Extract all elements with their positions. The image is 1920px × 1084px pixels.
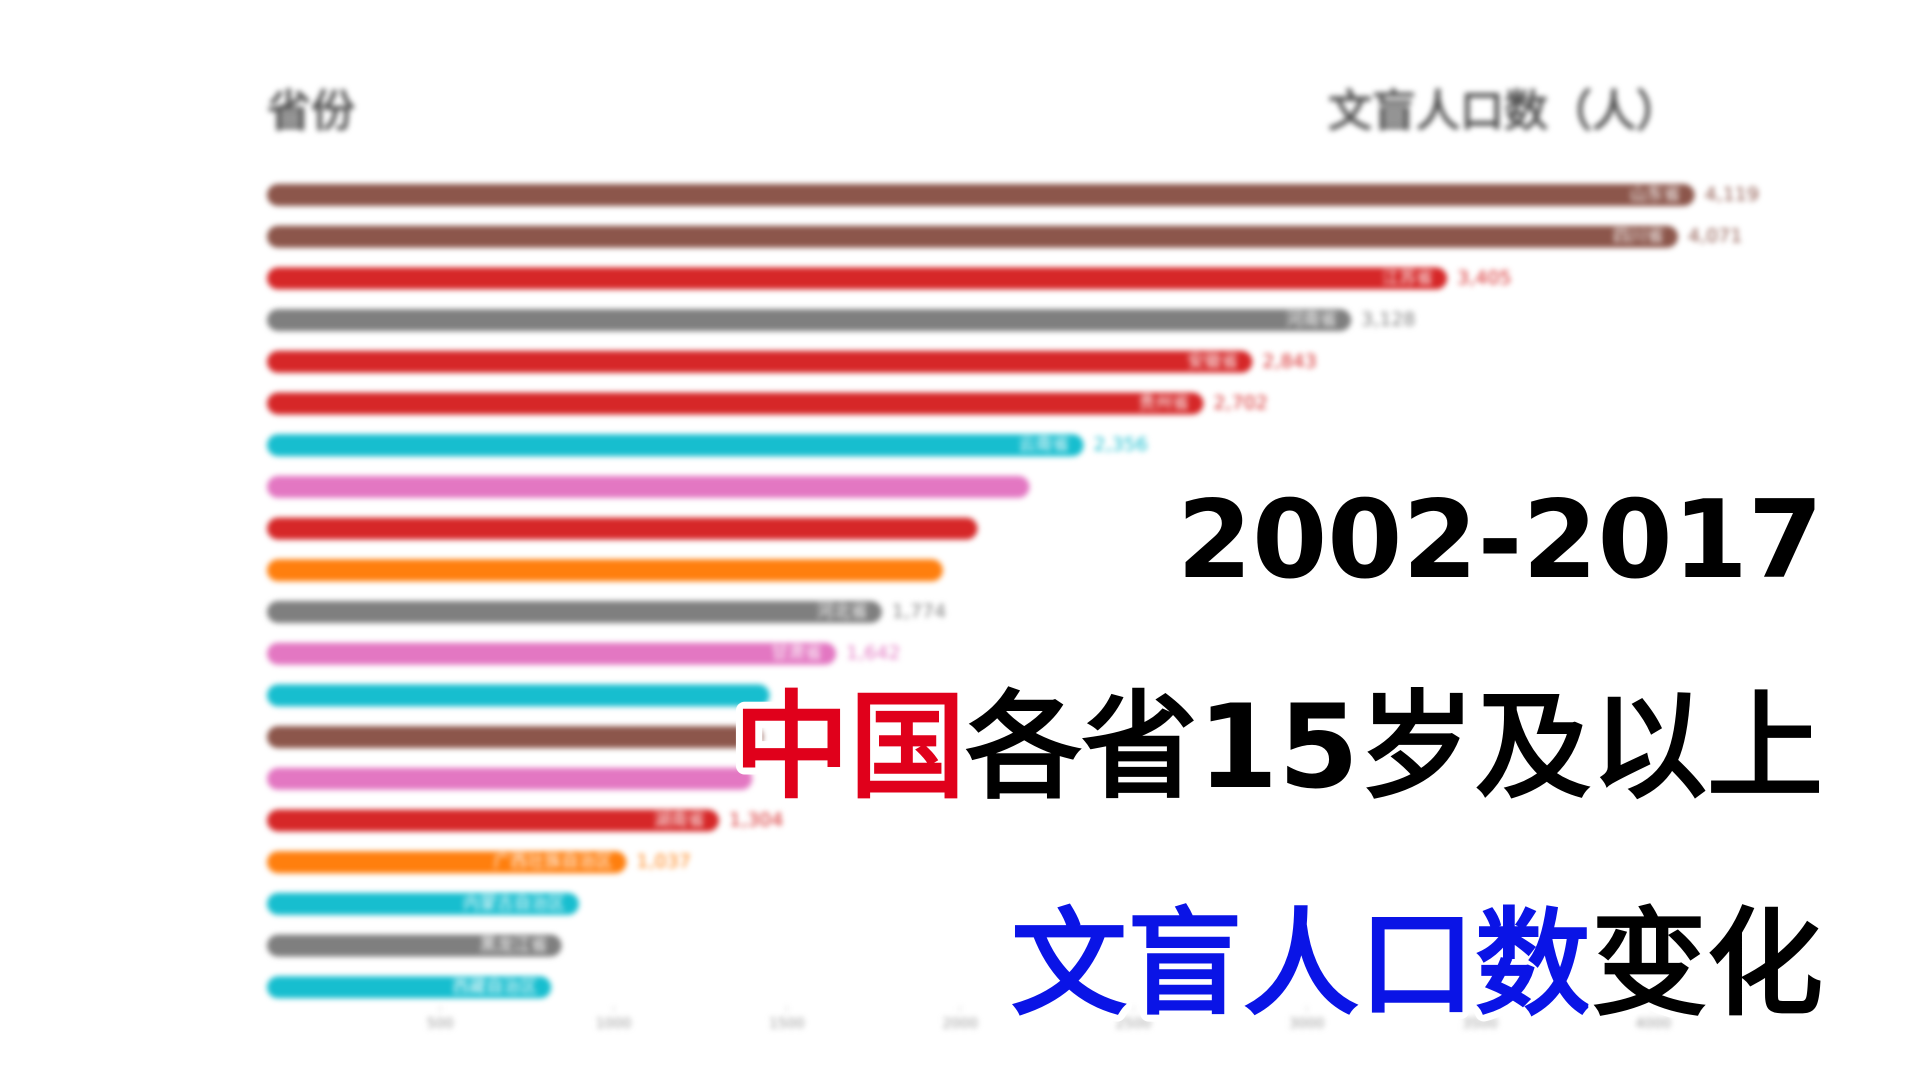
x-tick-label: 1000	[596, 1016, 632, 1032]
value-label: 1,304	[729, 809, 783, 831]
bar	[267, 392, 1204, 415]
bar	[267, 475, 1030, 498]
title-line: 2002-2017	[1177, 478, 1823, 603]
bar-category-label: 安徽省	[1187, 352, 1238, 372]
value-label: 2,702	[1213, 392, 1267, 414]
bar	[267, 267, 1448, 290]
bar	[267, 434, 1084, 457]
bar	[267, 684, 770, 707]
bar	[267, 726, 763, 749]
bar	[267, 809, 719, 832]
value-label: 1,774	[892, 601, 946, 623]
bar-category-label: 云南省	[1019, 435, 1070, 455]
value-label: 1,037	[636, 851, 690, 873]
bar	[267, 309, 1352, 332]
title-part: 2002-2017	[1177, 478, 1823, 603]
x-tick-label: 3000	[1289, 1016, 1325, 1032]
bar-category-label: 江苏省	[1382, 268, 1433, 288]
x-tick-label: 2500	[1116, 1016, 1152, 1032]
bar	[267, 851, 627, 874]
bar	[267, 892, 579, 915]
value-label: 3,405	[1457, 267, 1511, 289]
header-right: 文盲人口数（人）	[1328, 86, 1680, 137]
bar	[267, 934, 562, 957]
bar	[267, 976, 552, 999]
header-left: 省份	[267, 86, 355, 137]
bar-category-label: 湖南省	[654, 811, 705, 831]
title-part: 变化	[1591, 897, 1823, 1032]
bar-category-label: 贵州省	[1138, 394, 1189, 414]
x-tick-label: 4000	[1636, 1016, 1672, 1032]
title-part: 中国	[734, 680, 966, 815]
bar-category-label: 甘肃省	[771, 644, 822, 664]
bar-category-label: 西藏自治区	[452, 977, 537, 997]
bar-category-label: 河南省	[1286, 310, 1337, 330]
bar	[267, 767, 753, 790]
title-line: 文盲人口数变化	[1011, 897, 1823, 1032]
bar-category-label: 黑龙江省	[480, 936, 548, 956]
title-line: 中国各省15岁及以上	[734, 680, 1823, 815]
bar-category-label: 广西壮族自治区	[493, 852, 612, 872]
bar	[267, 225, 1678, 248]
value-label: 2,843	[1262, 350, 1316, 372]
value-label: 4,071	[1688, 225, 1742, 247]
value-label: 1,642	[846, 642, 900, 664]
value-label: 2,356	[1094, 434, 1148, 456]
value-label: 3,128	[1361, 309, 1415, 331]
title-part: 各省15岁及以上	[966, 680, 1823, 815]
bar	[267, 601, 882, 623]
bar-category-label: 河北省	[817, 602, 868, 622]
x-tick-label: 1500	[769, 1016, 805, 1032]
bar	[267, 642, 837, 665]
x-tick-label: 2000	[942, 1016, 978, 1032]
value-label: 4,119	[1705, 184, 1759, 206]
x-tick-label: 500	[427, 1016, 454, 1032]
bar-category-label: 四川省	[1613, 227, 1664, 247]
bar	[267, 350, 1253, 373]
chart-body: 省份 文盲人口数（人） 500 1000 1500 2000 2500 3000 3500 4…	[267, 86, 1759, 1032]
bar-category-label: 内蒙古自治区	[463, 894, 565, 914]
bar	[267, 184, 1695, 206]
bar	[267, 559, 943, 582]
bar	[267, 517, 978, 540]
bar-category-label: 山东省	[1630, 185, 1681, 205]
title-part: 文盲人口数	[1011, 897, 1591, 1032]
x-tick-label: 3500	[1462, 1016, 1498, 1032]
